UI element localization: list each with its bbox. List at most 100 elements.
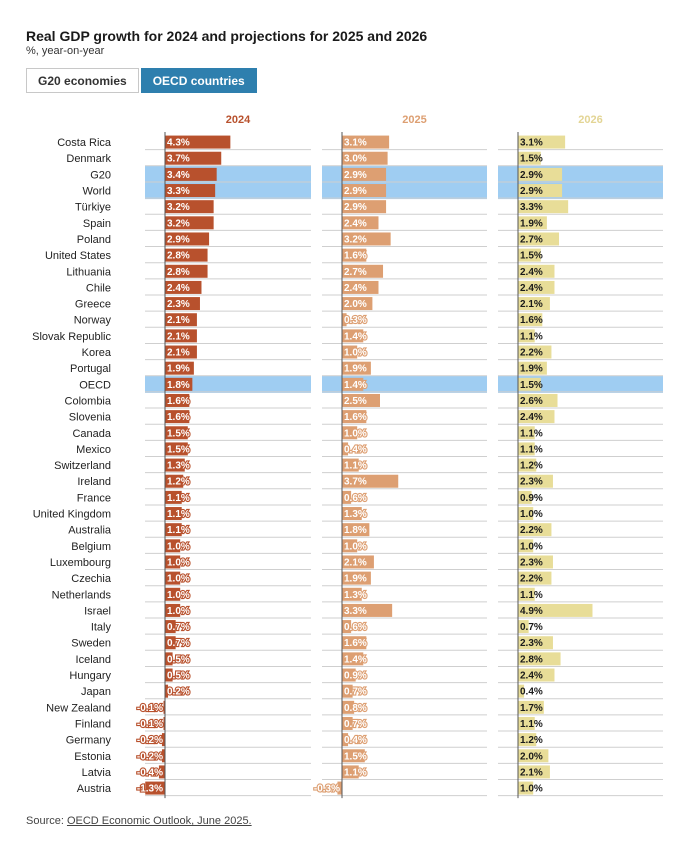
bar-2024: [165, 151, 222, 165]
bar-2024: [163, 716, 165, 730]
bar-2024: [165, 636, 176, 650]
bar-2026: [518, 442, 535, 456]
toggle-g20-economies[interactable]: G20 economies: [26, 68, 139, 93]
bar-2025: [342, 458, 359, 472]
bar-2026: [518, 749, 549, 763]
category-label: Germany: [66, 735, 112, 747]
data-label-2025: 3.0%: [344, 154, 367, 165]
source-note: Source: OECD Economic Outlook, June 2025…: [26, 815, 252, 827]
bar-2025: [342, 507, 362, 521]
data-label-2026: 2.2%: [520, 348, 543, 359]
bar-2024: [165, 668, 173, 682]
data-label-2024: 1.1%: [167, 509, 190, 520]
data-label-2024: 1.0%: [167, 557, 190, 568]
data-label-2024: 1.0%: [167, 541, 190, 552]
data-label-2024: 3.2%: [167, 202, 190, 213]
bar-2026: [518, 555, 553, 569]
bar-2025: [342, 200, 387, 214]
bar-2024: [165, 297, 200, 311]
bar-2025: [342, 539, 358, 553]
category-label: Colombia: [65, 395, 112, 407]
data-label-2024: -0.2%: [137, 735, 163, 746]
data-label-2024: 1.9%: [167, 364, 190, 375]
bar-2025: [342, 523, 370, 537]
category-label: Austria: [77, 783, 112, 795]
bar-2025: [342, 280, 379, 294]
bar-2026: [518, 603, 593, 617]
data-label-2024: 3.3%: [167, 186, 190, 197]
bar-2026: [518, 167, 563, 181]
category-label: Belgium: [71, 541, 111, 553]
data-label-2024: 0.5%: [167, 671, 190, 682]
data-label-2025: 0.6%: [344, 622, 367, 633]
data-label-2026: 2.0%: [520, 751, 543, 762]
data-label-2026: 0.7%: [520, 622, 543, 633]
data-label-2026: 2.4%: [520, 283, 543, 294]
bar-2024: [165, 507, 182, 521]
bar-2026: [518, 684, 525, 698]
bar-2026: [518, 507, 534, 521]
bar-2025: [342, 652, 364, 666]
category-label: Israel: [84, 605, 111, 617]
series-header-2024: 2024: [226, 114, 251, 126]
data-label-2026: 0.4%: [520, 687, 543, 698]
bar-2026: [518, 345, 552, 359]
category-label: France: [77, 492, 111, 504]
category-label: Slovak Republic: [32, 331, 111, 343]
bar-2026: [518, 184, 563, 198]
data-label-2026: 2.9%: [520, 170, 543, 181]
data-label-2025: 1.0%: [344, 348, 367, 359]
bar-2024: [165, 620, 176, 634]
category-label: United Kingdom: [33, 509, 111, 521]
bar-2026: [518, 781, 534, 795]
toggle-oecd-countries[interactable]: OECD countries: [140, 68, 257, 93]
chart-subtitle: %, year-on-year: [26, 45, 105, 57]
bar-2024: [165, 458, 185, 472]
data-label-2025: 3.2%: [344, 234, 367, 245]
data-label-2024: 2.8%: [167, 251, 190, 262]
data-label-2025: 3.1%: [344, 138, 367, 149]
data-label-2026: 1.5%: [520, 154, 543, 165]
bar-2024: [165, 345, 197, 359]
data-label-2026: 1.2%: [520, 735, 543, 746]
bar-2024: [165, 135, 231, 149]
bar-2025: [342, 264, 384, 278]
data-label-2025: 1.6%: [344, 638, 367, 649]
data-label-2024: -0.2%: [137, 751, 163, 762]
data-label-2024: 0.7%: [167, 638, 190, 649]
data-label-2026: 2.4%: [520, 267, 543, 278]
bar-2026: [518, 280, 555, 294]
category-label: OECD: [79, 379, 111, 391]
bar-2026: [518, 587, 535, 601]
bar-2024: [165, 523, 182, 537]
category-label: Türkiye: [75, 202, 111, 214]
bar-2024: [165, 280, 202, 294]
bar-2025: [342, 571, 371, 585]
source-link[interactable]: OECD Economic Outlook, June 2025.: [66, 815, 252, 827]
bar-2026: [518, 668, 555, 682]
bar-2026: [518, 313, 543, 327]
data-label-2025: 1.9%: [344, 574, 367, 585]
data-label-2024: 1.0%: [167, 590, 190, 601]
bar-2026: [518, 135, 566, 149]
data-label-2025: 1.3%: [344, 590, 367, 601]
bar-2025: [342, 749, 365, 763]
data-label-2025: 1.1%: [344, 767, 367, 778]
category-label: Hungary: [69, 670, 111, 682]
data-label-2026: 1.1%: [520, 444, 543, 455]
data-label-2025: 1.0%: [344, 541, 367, 552]
bar-2026: [518, 216, 547, 230]
category-label: Chile: [86, 282, 111, 294]
data-label-2025: 0.8%: [344, 703, 367, 714]
data-label-2026: 1.2%: [520, 461, 543, 472]
bar-2025: [342, 216, 379, 230]
data-label-2025: 1.4%: [344, 380, 367, 391]
bar-2024: [165, 377, 193, 391]
data-label-2025: 2.7%: [344, 267, 367, 278]
data-label-2025: 1.3%: [344, 509, 367, 520]
data-label-2025: 1.5%: [344, 751, 367, 762]
data-label-2026: 2.3%: [520, 557, 543, 568]
category-label: Italy: [91, 622, 112, 634]
category-label: Norway: [74, 315, 112, 327]
data-label-2024: -0.1%: [137, 719, 163, 730]
